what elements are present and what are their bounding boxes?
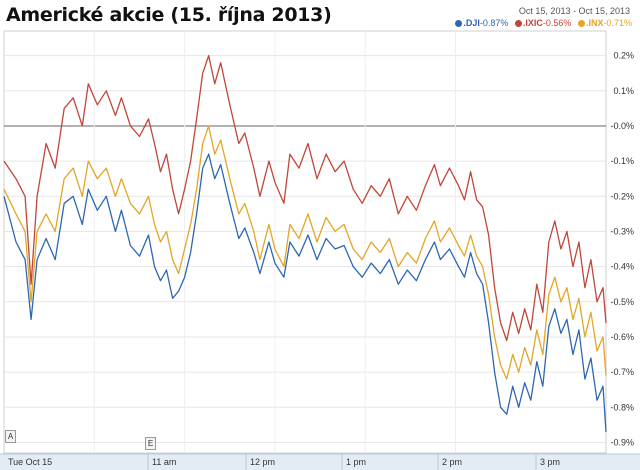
y-tick-label: -0.2% bbox=[610, 191, 634, 201]
y-tick-label: -0.8% bbox=[610, 402, 634, 412]
legend-item-ixic[interactable]: .IXIC-0.56% bbox=[514, 18, 572, 28]
legend-dot-dji bbox=[455, 20, 463, 27]
legend-symbol-inx: .INX bbox=[585, 18, 604, 28]
y-tick-label: -0.6% bbox=[610, 332, 634, 342]
y-tick-label: -0.5% bbox=[610, 297, 634, 307]
y-tick-label: -0.4% bbox=[610, 262, 634, 272]
series-line-dji bbox=[3, 153, 607, 432]
y-tick-label: -0.1% bbox=[610, 156, 634, 166]
x-tick-label: 3 pm bbox=[540, 457, 560, 467]
y-tick-label: -0.9% bbox=[610, 437, 634, 447]
x-tick-label: 2 pm bbox=[442, 457, 462, 467]
y-tick-label: -0.0% bbox=[610, 121, 634, 131]
series-lines bbox=[3, 54, 607, 432]
grid-lines bbox=[3, 30, 607, 454]
legend-change-ixic: -0.56% bbox=[542, 18, 572, 28]
chart-title: Americké akcie (15. října 2013) bbox=[6, 4, 332, 26]
event-marker-a[interactable]: A bbox=[5, 430, 16, 443]
x-tick-label: 12 pm bbox=[250, 457, 275, 467]
legend-change-inx: -0.71% bbox=[603, 18, 632, 28]
legend-item-inx[interactable]: .INX-0.71% bbox=[577, 18, 632, 28]
legend-item-dji[interactable]: .DJI-0.87% bbox=[455, 18, 508, 28]
plot-frame bbox=[3, 30, 607, 454]
series-line-inx bbox=[3, 125, 607, 380]
y-tick-label: -0.3% bbox=[610, 226, 634, 236]
y-tick-label: 0.1% bbox=[613, 86, 634, 96]
y-axis-labels: 0.2% 0.1% -0.0% -0.1% -0.2% -0.3% -0.4% -0.5% -0… bbox=[610, 51, 634, 448]
legend-symbol-dji: .DJI bbox=[463, 18, 480, 28]
x-axis: Tue Oct 15 11 am 12 pm 1 pm 2 pm 3 pm bbox=[0, 453, 640, 470]
x-tick-label: 11 am bbox=[152, 457, 176, 467]
legend: .DJI-0.87% .IXIC-0.56% .INX-0.71% bbox=[451, 18, 632, 28]
date-range: Oct 15, 2013 - Oct 15, 2013 bbox=[518, 6, 630, 16]
y-tick-label: 0.2% bbox=[613, 51, 634, 61]
legend-dot-inx bbox=[577, 20, 585, 27]
legend-change-dji: -0.87% bbox=[479, 18, 509, 28]
x-tick-label: Tue Oct 15 bbox=[8, 457, 52, 467]
x-tick-label: 1 pm bbox=[346, 457, 366, 467]
y-tick-label: -0.7% bbox=[610, 367, 634, 377]
series-line-ixic bbox=[3, 54, 607, 342]
legend-dot-ixic bbox=[514, 20, 522, 27]
x-axis-band bbox=[0, 454, 640, 470]
event-marker-e[interactable]: E bbox=[145, 437, 156, 450]
legend-symbol-ixic: .IXIC bbox=[522, 18, 543, 28]
